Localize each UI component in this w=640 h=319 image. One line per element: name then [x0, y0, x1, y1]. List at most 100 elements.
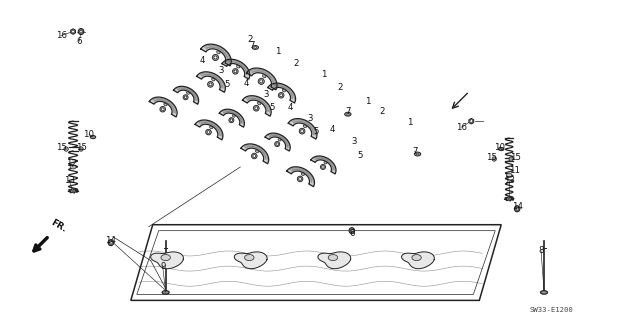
- Polygon shape: [173, 86, 198, 104]
- Circle shape: [253, 155, 255, 157]
- Circle shape: [183, 95, 188, 100]
- Circle shape: [230, 119, 233, 122]
- Circle shape: [300, 128, 305, 134]
- Text: 8: 8: [538, 246, 544, 255]
- Circle shape: [207, 81, 213, 87]
- Polygon shape: [220, 109, 244, 127]
- Text: 5: 5: [313, 127, 319, 136]
- Text: 7: 7: [250, 41, 255, 50]
- Circle shape: [79, 147, 83, 151]
- Circle shape: [322, 166, 324, 168]
- Ellipse shape: [516, 207, 518, 210]
- Text: SW33-E1200: SW33-E1200: [529, 307, 573, 313]
- Ellipse shape: [210, 126, 212, 129]
- Ellipse shape: [414, 152, 420, 156]
- Text: 5: 5: [225, 80, 230, 89]
- Polygon shape: [196, 72, 225, 92]
- Circle shape: [470, 120, 473, 122]
- Circle shape: [252, 153, 257, 159]
- Text: 15: 15: [76, 143, 86, 152]
- Circle shape: [492, 157, 497, 161]
- Ellipse shape: [72, 190, 74, 191]
- Ellipse shape: [351, 229, 353, 232]
- Text: 7: 7: [412, 146, 417, 156]
- Ellipse shape: [252, 46, 259, 49]
- Text: 10: 10: [493, 143, 505, 152]
- Circle shape: [260, 80, 263, 83]
- Text: 1: 1: [275, 47, 281, 56]
- Ellipse shape: [499, 147, 504, 151]
- Text: 14: 14: [106, 236, 116, 245]
- Circle shape: [209, 83, 212, 86]
- Text: 2: 2: [337, 83, 342, 92]
- Polygon shape: [265, 133, 290, 151]
- Ellipse shape: [78, 29, 84, 34]
- Polygon shape: [311, 156, 336, 174]
- Polygon shape: [243, 96, 271, 116]
- Text: 15: 15: [509, 152, 521, 161]
- Text: 13: 13: [504, 176, 515, 185]
- Text: 15: 15: [56, 143, 67, 152]
- Ellipse shape: [541, 291, 547, 294]
- Ellipse shape: [508, 198, 511, 199]
- Circle shape: [205, 129, 211, 135]
- Ellipse shape: [109, 241, 112, 244]
- Ellipse shape: [515, 206, 520, 212]
- Ellipse shape: [506, 173, 512, 177]
- Circle shape: [160, 107, 166, 112]
- Text: 6: 6: [349, 229, 355, 238]
- Text: 7: 7: [345, 107, 351, 116]
- Ellipse shape: [328, 255, 338, 261]
- Polygon shape: [288, 119, 317, 139]
- Polygon shape: [222, 59, 250, 79]
- Text: 9: 9: [160, 262, 165, 271]
- Text: 3: 3: [264, 90, 269, 99]
- Circle shape: [258, 78, 264, 85]
- Circle shape: [299, 178, 301, 180]
- Ellipse shape: [70, 165, 76, 169]
- Circle shape: [72, 30, 74, 33]
- Ellipse shape: [187, 92, 189, 94]
- Text: 4: 4: [200, 56, 205, 65]
- Circle shape: [298, 176, 303, 182]
- Polygon shape: [195, 120, 223, 140]
- Ellipse shape: [232, 115, 236, 117]
- Text: 5: 5: [269, 103, 275, 112]
- Polygon shape: [268, 83, 296, 103]
- Text: 10: 10: [83, 130, 95, 139]
- Ellipse shape: [254, 47, 257, 48]
- Text: 16: 16: [456, 122, 467, 132]
- Text: 6: 6: [76, 37, 82, 46]
- Circle shape: [280, 94, 282, 97]
- Ellipse shape: [303, 125, 307, 128]
- Ellipse shape: [212, 78, 215, 81]
- Circle shape: [161, 108, 164, 111]
- Ellipse shape: [412, 255, 421, 261]
- Ellipse shape: [301, 173, 305, 175]
- Ellipse shape: [255, 150, 259, 153]
- Circle shape: [255, 107, 258, 110]
- Polygon shape: [70, 29, 76, 34]
- Text: 3: 3: [219, 66, 224, 75]
- Text: 1: 1: [365, 97, 371, 106]
- Text: 2: 2: [248, 35, 253, 44]
- Circle shape: [301, 130, 303, 133]
- Text: 3: 3: [307, 114, 313, 123]
- Polygon shape: [149, 97, 177, 117]
- Polygon shape: [201, 44, 231, 66]
- Ellipse shape: [349, 228, 355, 234]
- Circle shape: [278, 93, 284, 98]
- Ellipse shape: [164, 103, 167, 106]
- Circle shape: [509, 157, 513, 161]
- Polygon shape: [469, 118, 474, 124]
- Circle shape: [184, 96, 187, 99]
- Polygon shape: [246, 68, 277, 90]
- Text: 2: 2: [293, 59, 299, 68]
- Polygon shape: [150, 252, 184, 269]
- Text: 14: 14: [511, 202, 523, 211]
- Circle shape: [321, 165, 326, 169]
- Text: FR.: FR.: [49, 218, 68, 234]
- Text: 1: 1: [407, 118, 412, 127]
- Ellipse shape: [257, 102, 260, 105]
- Text: 4: 4: [244, 79, 249, 88]
